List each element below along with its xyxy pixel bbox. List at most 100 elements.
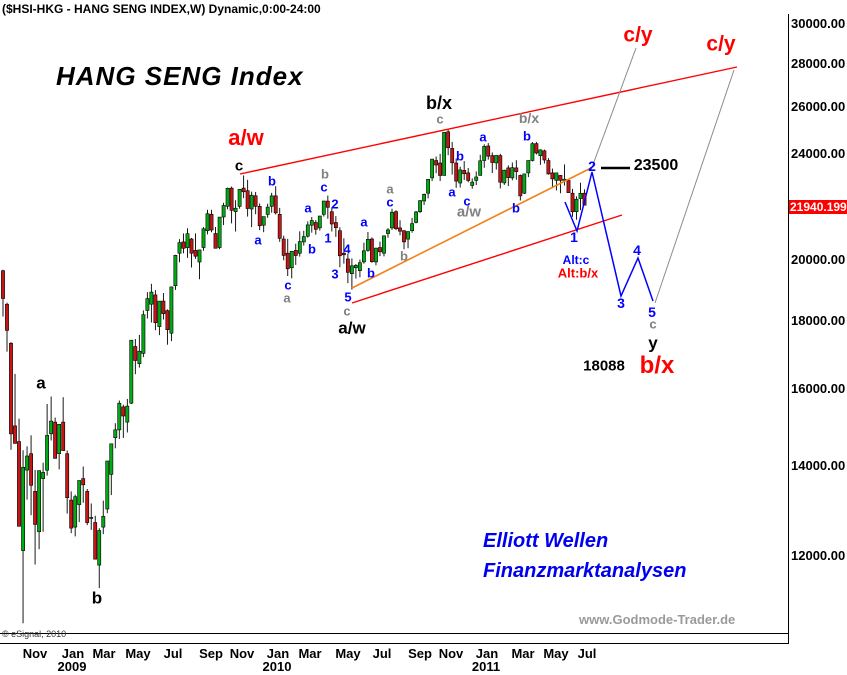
watermark-line2: Finanzmarktanalysen bbox=[483, 560, 687, 582]
candle-body bbox=[426, 179, 431, 194]
candle-body bbox=[430, 158, 435, 179]
candle-body bbox=[29, 453, 34, 486]
last-price-badge: 21940.199 bbox=[789, 200, 847, 215]
candle-body bbox=[265, 206, 270, 215]
y-axis-tick-label: 30000.00 bbox=[791, 16, 846, 32]
candle-body bbox=[333, 222, 338, 228]
candle-body bbox=[225, 188, 230, 207]
candle-body bbox=[201, 228, 206, 248]
candle-body bbox=[217, 216, 222, 248]
candle-body bbox=[558, 175, 563, 181]
wave-label-4: 4 bbox=[343, 241, 351, 257]
candle-body bbox=[514, 167, 519, 172]
wave-label-a: a bbox=[386, 181, 394, 197]
candle-body bbox=[181, 241, 186, 249]
wave-label-c-y: c/y bbox=[706, 32, 736, 56]
wave-label-a: a bbox=[479, 129, 487, 145]
wave-label-c: c bbox=[284, 277, 292, 293]
wave-label-c: c bbox=[234, 157, 244, 175]
x-axis-month-label: Jul bbox=[163, 646, 183, 661]
candle-body bbox=[418, 200, 423, 213]
candle-body bbox=[317, 215, 322, 229]
candle-body bbox=[394, 211, 398, 229]
wave-label-2: 2 bbox=[588, 158, 596, 174]
candle-body bbox=[93, 522, 98, 560]
candle-body bbox=[522, 173, 527, 194]
y-axis-tick-label: 20000.00 bbox=[791, 251, 846, 267]
candle-body bbox=[378, 247, 382, 253]
candle-body bbox=[498, 155, 503, 183]
candle-body bbox=[9, 342, 13, 435]
y-axis-tick-label: 28000.00 bbox=[791, 56, 846, 72]
candle-body bbox=[293, 250, 298, 256]
chart-symbol-title: ($HSI-HKG - HANG SENG INDEX,W) Dynamic,0… bbox=[2, 2, 321, 16]
candle-body bbox=[410, 223, 415, 232]
candle-body bbox=[285, 252, 290, 270]
candle-body bbox=[269, 195, 274, 207]
wave-label-b: b bbox=[308, 241, 316, 257]
wave-label-alt-c: Alt:c bbox=[562, 253, 590, 267]
copyright-esignal: © eSignal, 2010 bbox=[2, 629, 67, 639]
wave-label-c: c bbox=[463, 193, 471, 209]
candle-body bbox=[414, 211, 419, 223]
candle-body bbox=[261, 216, 266, 226]
wave-label-b: b bbox=[523, 128, 531, 144]
x-axis-month-label: Mar bbox=[92, 646, 116, 661]
candle-body bbox=[482, 146, 487, 161]
wave-label-b: b bbox=[91, 588, 103, 608]
candle-body bbox=[105, 460, 110, 510]
page-title: HANG SENG Index bbox=[56, 61, 304, 91]
candle-body bbox=[253, 195, 258, 207]
candle-body bbox=[57, 423, 62, 454]
candle-body bbox=[257, 206, 262, 227]
candle-body bbox=[25, 455, 30, 471]
wave-label-b-x: b/x bbox=[425, 93, 453, 113]
candle-body bbox=[197, 249, 202, 263]
candle-body bbox=[177, 242, 182, 254]
candle-body bbox=[554, 172, 559, 181]
wave-label-y: y bbox=[648, 333, 658, 353]
x-axis-month-label: Jul bbox=[577, 646, 597, 661]
candle-body bbox=[1, 270, 5, 299]
x-axis-month-label: May bbox=[335, 646, 361, 661]
candle-body bbox=[245, 190, 250, 209]
candle-body bbox=[510, 167, 515, 179]
candle-body bbox=[221, 205, 226, 218]
candle-body bbox=[470, 181, 475, 186]
wave-label-b: b bbox=[321, 166, 329, 182]
candle-body bbox=[45, 435, 50, 471]
wave-label-4: 4 bbox=[633, 242, 641, 258]
wave-label-a: a bbox=[360, 214, 368, 230]
wave-label-3: 3 bbox=[617, 295, 625, 311]
candle-body bbox=[249, 194, 254, 210]
candle-body bbox=[85, 491, 90, 523]
candle-body bbox=[578, 193, 583, 199]
projection-gray-1 bbox=[590, 47, 637, 171]
channel-upper-red bbox=[239, 66, 738, 175]
candle-body bbox=[101, 516, 106, 528]
wave-label-a: a bbox=[254, 232, 262, 248]
x-axis-month-label: May bbox=[125, 646, 151, 661]
wave-label-a: a bbox=[283, 290, 291, 306]
candle-body bbox=[109, 443, 114, 475]
candle-body bbox=[169, 286, 174, 334]
wave-label-c-y: c/y bbox=[623, 23, 653, 47]
wave-label-a: a bbox=[448, 184, 456, 200]
candle-body bbox=[37, 470, 42, 533]
candle-body bbox=[506, 167, 511, 178]
candle-body bbox=[77, 480, 82, 505]
x-axis-month-label: Mar bbox=[298, 646, 322, 661]
wave-label-alt-b-x: Alt:b/x bbox=[557, 265, 599, 281]
candle-body bbox=[321, 200, 326, 215]
candle-body bbox=[213, 233, 218, 249]
candle-body bbox=[81, 478, 86, 486]
wave-label-b-x: b/x bbox=[639, 352, 675, 379]
wave-label-a: a bbox=[36, 373, 46, 393]
x-axis-month-label: Sep bbox=[199, 646, 223, 661]
candle-body bbox=[566, 180, 571, 193]
candle-body bbox=[526, 160, 531, 174]
support-orange bbox=[351, 167, 592, 289]
candle-body bbox=[141, 314, 146, 354]
candle-body bbox=[369, 238, 374, 263]
